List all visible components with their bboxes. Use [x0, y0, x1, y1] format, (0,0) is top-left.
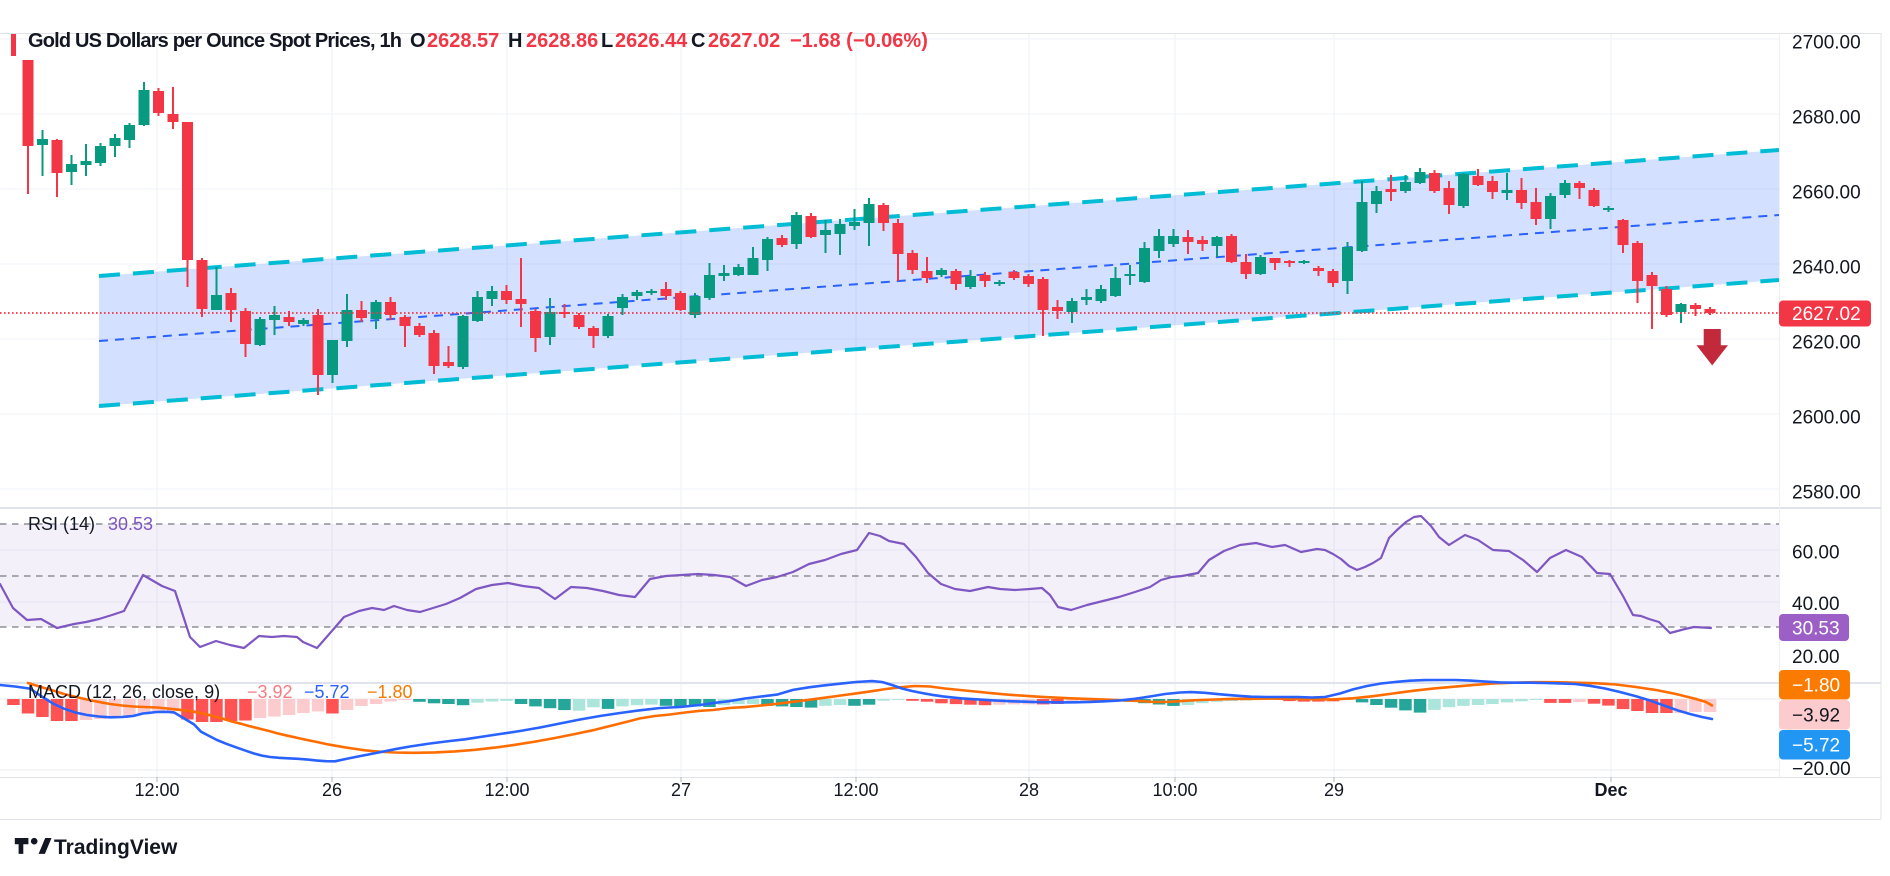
svg-text:−1.80: −1.80 — [1792, 676, 1840, 697]
svg-text:12:00: 12:00 — [484, 780, 529, 800]
svg-text:2627.02: 2627.02 — [1792, 304, 1861, 325]
svg-text:2627.02: 2627.02 — [708, 30, 780, 52]
svg-text:26: 26 — [322, 780, 342, 800]
svg-text:30.53: 30.53 — [1792, 619, 1840, 640]
svg-text:−20.00: −20.00 — [1792, 759, 1851, 780]
svg-text:TradingView: TradingView — [54, 836, 178, 859]
svg-text:RSI (14): RSI (14) — [28, 514, 95, 534]
svg-text:L: L — [601, 30, 613, 52]
svg-text:−3.92: −3.92 — [1792, 706, 1840, 727]
svg-text:2700.00: 2700.00 — [1792, 33, 1861, 54]
svg-text:2640.00: 2640.00 — [1792, 258, 1861, 279]
svg-text:10:00: 10:00 — [1152, 780, 1197, 800]
svg-text:40.00: 40.00 — [1792, 594, 1840, 615]
svg-text:27: 27 — [671, 780, 691, 800]
svg-text:MACD (12, 26, close, 9): MACD (12, 26, close, 9) — [28, 682, 220, 702]
svg-text:Dec: Dec — [1594, 780, 1627, 800]
svg-text:2580.00: 2580.00 — [1792, 483, 1861, 504]
svg-text:29: 29 — [1324, 780, 1344, 800]
svg-text:−1.80: −1.80 — [367, 682, 413, 702]
svg-text:−1.68 (−0.06%): −1.68 (−0.06%) — [790, 30, 928, 52]
svg-text:Gold US Dollars per Ounce Spot: Gold US Dollars per Ounce Spot Prices, 1… — [28, 30, 402, 52]
svg-text:30.53: 30.53 — [108, 514, 153, 534]
svg-text:2660.00: 2660.00 — [1792, 183, 1861, 204]
svg-text:H: H — [508, 30, 522, 52]
svg-text:2628.86: 2628.86 — [526, 30, 598, 52]
svg-text:−3.92: −3.92 — [247, 682, 293, 702]
svg-text:12:00: 12:00 — [134, 780, 179, 800]
svg-text:2626.44: 2626.44 — [615, 30, 688, 52]
svg-text:2600.00: 2600.00 — [1792, 408, 1861, 429]
svg-text:2628.57: 2628.57 — [427, 30, 499, 52]
svg-text:O: O — [410, 30, 426, 52]
svg-text:60.00: 60.00 — [1792, 543, 1840, 564]
svg-text:−5.72: −5.72 — [304, 682, 350, 702]
svg-text:−5.72: −5.72 — [1792, 736, 1840, 757]
svg-text:2680.00: 2680.00 — [1792, 108, 1861, 129]
svg-text:2620.00: 2620.00 — [1792, 333, 1861, 354]
svg-text:20.00: 20.00 — [1792, 647, 1840, 668]
svg-text:28: 28 — [1019, 780, 1039, 800]
svg-text:12:00: 12:00 — [833, 780, 878, 800]
svg-text:C: C — [691, 30, 705, 52]
